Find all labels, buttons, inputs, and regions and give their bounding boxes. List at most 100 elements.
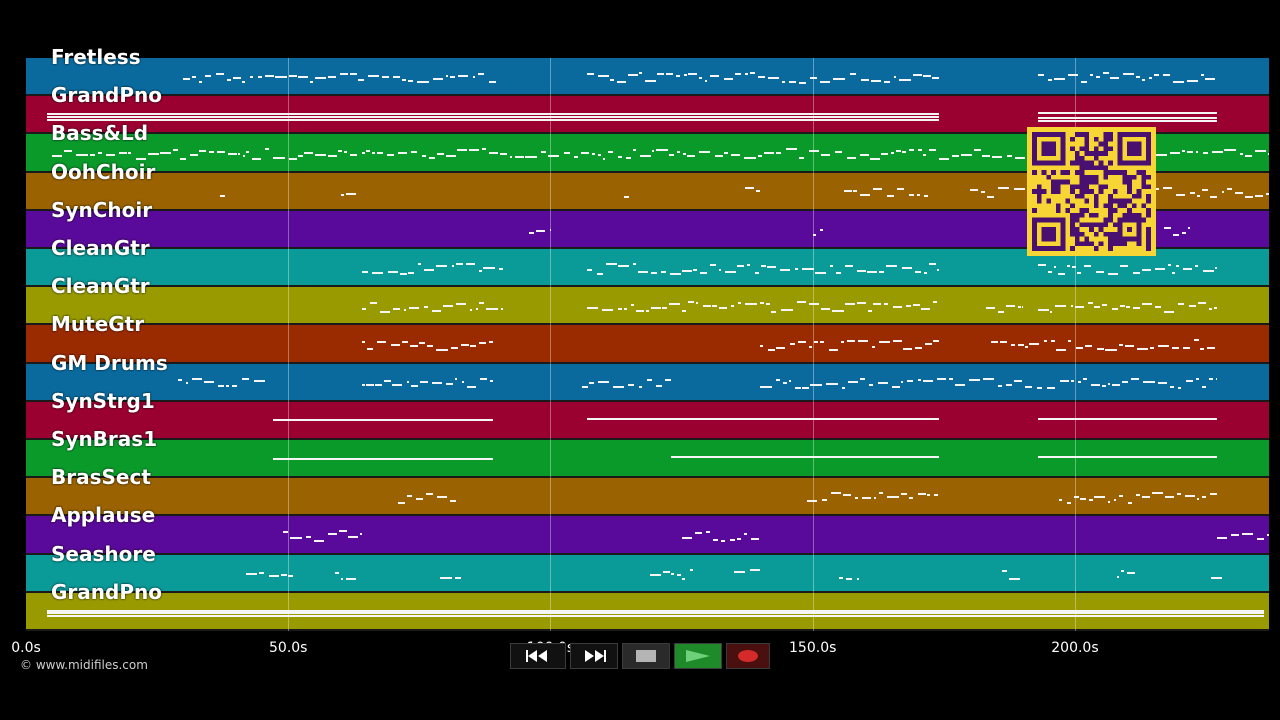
note xyxy=(199,149,206,152)
note xyxy=(900,493,908,496)
note xyxy=(1090,384,1100,387)
note xyxy=(987,196,995,199)
note xyxy=(684,73,688,76)
note xyxy=(581,386,589,389)
note xyxy=(857,339,869,342)
note xyxy=(1245,195,1254,198)
note xyxy=(982,378,995,381)
note xyxy=(724,78,734,81)
note xyxy=(1196,150,1199,153)
note xyxy=(601,308,613,311)
note xyxy=(148,152,160,155)
note xyxy=(870,158,880,161)
note xyxy=(383,379,391,382)
note xyxy=(856,301,867,304)
note xyxy=(489,80,496,83)
note xyxy=(662,571,670,573)
note xyxy=(1036,387,1042,390)
note xyxy=(703,304,711,307)
note xyxy=(1067,264,1071,267)
note xyxy=(1133,307,1141,310)
note xyxy=(288,575,294,578)
note xyxy=(592,152,596,155)
note xyxy=(799,81,806,84)
note xyxy=(907,380,913,383)
track-label: SynChoir xyxy=(51,197,153,222)
note xyxy=(814,340,818,343)
note xyxy=(660,271,666,274)
note xyxy=(581,151,589,154)
note xyxy=(481,148,487,151)
note xyxy=(420,381,428,384)
note xyxy=(751,538,759,541)
note xyxy=(1155,267,1165,270)
note xyxy=(1088,499,1093,502)
note xyxy=(340,193,344,196)
note xyxy=(617,80,627,83)
note xyxy=(841,386,845,389)
note xyxy=(499,268,504,271)
note xyxy=(1054,305,1066,308)
note xyxy=(939,157,950,160)
note xyxy=(724,151,728,154)
note xyxy=(371,271,384,274)
note xyxy=(587,417,939,420)
stop-button[interactable] xyxy=(622,643,670,669)
note xyxy=(1054,266,1057,269)
note xyxy=(1006,154,1013,157)
play-button[interactable] xyxy=(674,643,722,669)
note xyxy=(1216,536,1228,539)
note xyxy=(189,153,199,156)
note xyxy=(1133,272,1140,275)
note xyxy=(1102,303,1107,306)
note xyxy=(183,77,191,80)
note xyxy=(549,229,551,232)
note xyxy=(1164,227,1171,230)
note xyxy=(386,153,394,156)
note xyxy=(1109,76,1120,79)
note xyxy=(623,195,630,198)
note xyxy=(446,383,454,386)
note xyxy=(346,578,357,581)
note xyxy=(435,348,448,351)
note xyxy=(1163,311,1174,314)
note xyxy=(1157,381,1168,384)
note xyxy=(1126,306,1130,309)
note xyxy=(589,382,595,385)
note xyxy=(1050,340,1056,343)
note xyxy=(921,308,931,311)
note xyxy=(1202,269,1214,272)
note xyxy=(1088,301,1094,304)
note xyxy=(1266,192,1269,195)
note xyxy=(450,500,457,503)
note xyxy=(313,539,324,542)
note xyxy=(675,74,680,77)
record-button[interactable] xyxy=(726,643,770,669)
note xyxy=(745,302,758,305)
note xyxy=(297,154,303,157)
note xyxy=(867,310,872,313)
note xyxy=(1255,150,1267,153)
note xyxy=(541,151,546,154)
fast-forward-button[interactable] xyxy=(570,643,618,669)
note xyxy=(887,496,899,499)
track-label: GM Drums xyxy=(51,350,168,375)
note xyxy=(1195,378,1199,381)
note xyxy=(902,267,912,270)
note xyxy=(479,302,484,305)
note xyxy=(160,151,172,154)
note xyxy=(627,73,639,76)
note xyxy=(428,157,436,160)
note xyxy=(982,154,991,157)
note xyxy=(924,194,929,197)
note xyxy=(781,80,785,83)
note xyxy=(1118,494,1124,497)
note xyxy=(1268,152,1269,155)
track-lane xyxy=(26,440,1269,479)
note xyxy=(242,154,245,157)
note xyxy=(597,380,610,383)
note xyxy=(810,76,817,79)
rewind-button[interactable] xyxy=(510,643,566,669)
note xyxy=(960,153,972,156)
note xyxy=(98,152,102,155)
